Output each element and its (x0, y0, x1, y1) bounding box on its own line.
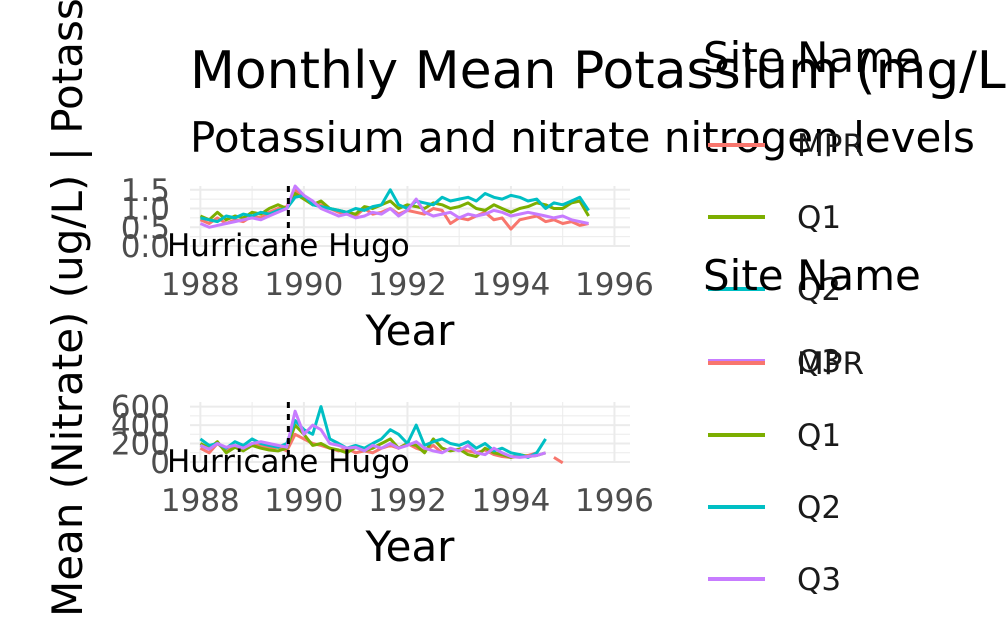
x-tick-label: 1994 (471, 483, 550, 519)
legend-label-q2: Q2 (797, 272, 841, 308)
y-tick-label: 0.0 (121, 229, 170, 265)
x-axis-title: Year (365, 522, 456, 571)
series-line-q1 (199, 423, 547, 459)
x-tick-label: 1996 (575, 267, 654, 303)
series-line-q1 (199, 192, 590, 222)
legend-label-mpr: MPR (797, 128, 864, 164)
chart-title: Monthly Mean Potassium (mg/L) (190, 41, 1007, 101)
x-tick-label: 1994 (471, 267, 550, 303)
y-tick-label: 200 (111, 427, 170, 463)
y-tick-label: 600 (111, 390, 170, 426)
legend-potassium: Site Name MPR Q1 Q2 Q3 (703, 33, 921, 380)
legend-label-q1: Q1 (797, 418, 841, 454)
series-line-q3 (199, 409, 547, 459)
event-label: Hurricane Hugo (167, 444, 410, 480)
y-tick-label: 1.5 (121, 173, 170, 209)
x-tick-label: 1992 (368, 483, 447, 519)
y-tick-label: 400 (111, 408, 170, 444)
legend-label-q1: Q1 (797, 200, 841, 236)
legend-label-mpr: MPR (797, 346, 864, 382)
event-label: Hurricane Hugo (167, 228, 410, 264)
y-tick-label: 0.5 (121, 210, 170, 246)
x-tick-label: 1990 (264, 483, 343, 519)
y-tick-label: 1.0 (121, 192, 170, 228)
legend-title: Site Name (703, 251, 921, 300)
series-line-q2 (200, 188, 590, 224)
legend-label-q3: Q3 (797, 344, 841, 380)
x-tick-label: 1988 (161, 267, 240, 303)
y-tick-label: 0 (150, 445, 170, 481)
x-tick-label: 1992 (368, 267, 447, 303)
series-line-q3 (199, 184, 589, 229)
x-tick-label: 1996 (575, 483, 654, 519)
x-tick-label: 1990 (264, 267, 343, 303)
x-axis-title: Year (365, 306, 456, 355)
rotated-y-label: Mean (Nitrate) (ug/L) | Potassium (mg/L)… (43, 0, 92, 617)
x-tick-label: 1988 (161, 483, 240, 519)
chart-subtitle: Potassium and nitrate nitrogen levels (190, 113, 975, 162)
legend-title: Site Name (703, 33, 921, 82)
legend-label-q2: Q2 (797, 490, 841, 526)
legend-nitrate: Site Name MPR Q1 Q2 Q3 (703, 251, 921, 598)
legend-label-q3: Q3 (797, 562, 841, 598)
legends: Site Name MPR Q1 Q2 Q3 Site Name MPR Q1 Q2 Q3 (703, 33, 921, 598)
